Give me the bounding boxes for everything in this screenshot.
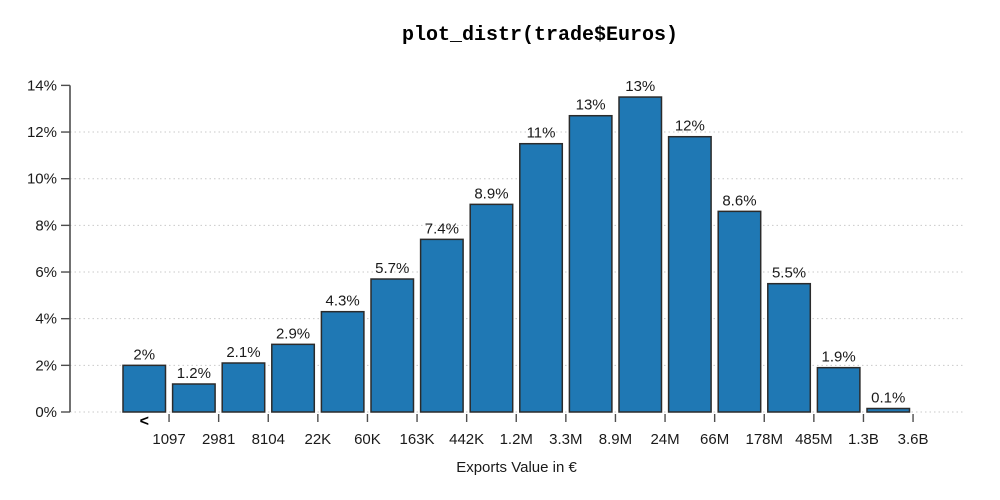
bar-value-label: 5.5% <box>772 265 806 282</box>
y-tick-label: 14% <box>27 77 57 94</box>
x-tick-label: 66M <box>700 431 729 448</box>
bar-value-label: 13% <box>576 97 606 114</box>
x-tick-label: 1097 <box>152 431 185 448</box>
bar-value-label: 11% <box>527 125 556 142</box>
bar <box>221 362 266 413</box>
x-tick-label: 163K <box>400 431 435 448</box>
less-than-marker: < <box>140 413 149 430</box>
bar <box>618 96 663 413</box>
bar-value-label: 5.7% <box>375 260 409 277</box>
x-tick-label: 3.3M <box>549 431 582 448</box>
bar-value-label: 1.9% <box>822 349 856 366</box>
x-tick-label: 2981 <box>202 431 235 448</box>
y-tick-label: 2% <box>35 357 57 374</box>
x-tick-label: 485M <box>795 431 833 448</box>
x-axis-title: Exports Value in € <box>456 459 577 476</box>
chart-title: plot_distr(trade$Euros) <box>401 24 679 47</box>
bar <box>667 135 712 413</box>
bar-value-label: 1.2% <box>177 365 211 382</box>
bar <box>469 203 514 413</box>
bar-value-label: 8.6% <box>722 192 756 209</box>
y-tick-label: 4% <box>35 311 57 328</box>
y-tick-label: 0% <box>35 404 57 421</box>
bar-value-label: 4.3% <box>326 293 360 310</box>
bar-value-label: 13% <box>625 78 655 95</box>
bar <box>271 343 316 413</box>
bar <box>171 383 216 413</box>
x-tick-label: 1.2M <box>500 431 533 448</box>
bar-value-label: 12% <box>675 118 705 135</box>
y-tick-label: 8% <box>35 217 57 234</box>
bar <box>717 210 762 413</box>
x-tick-label: 3.6B <box>898 431 929 448</box>
bar <box>568 114 613 413</box>
x-tick-label: 8104 <box>252 431 285 448</box>
bar-value-label: 2.1% <box>226 344 260 361</box>
x-tick-label: 1.3B <box>848 431 879 448</box>
y-tick-label: 6% <box>35 264 57 281</box>
x-tick-label: 8.9M <box>599 431 632 448</box>
x-tick-label: 22K <box>304 431 331 448</box>
x-tick-label: 178M <box>745 431 783 448</box>
y-tick-label: 12% <box>27 124 57 141</box>
bar-value-label: 2% <box>133 346 155 363</box>
bar <box>419 238 464 413</box>
bar-value-label: 7.4% <box>425 220 459 237</box>
bar <box>122 364 167 413</box>
bar-value-label: 2.9% <box>276 325 310 342</box>
bar <box>370 278 415 413</box>
bar <box>519 142 564 413</box>
x-tick-label: 60K <box>354 431 381 448</box>
bar <box>767 282 812 413</box>
x-tick-label: 442K <box>449 431 484 448</box>
y-tick-label: 10% <box>27 171 57 188</box>
x-tick-label: 24M <box>650 431 679 448</box>
bar-value-label: 0.1% <box>871 390 905 407</box>
bar-value-label: 8.9% <box>474 185 508 202</box>
bar <box>816 366 861 413</box>
bar <box>866 407 911 413</box>
bar <box>320 310 365 413</box>
